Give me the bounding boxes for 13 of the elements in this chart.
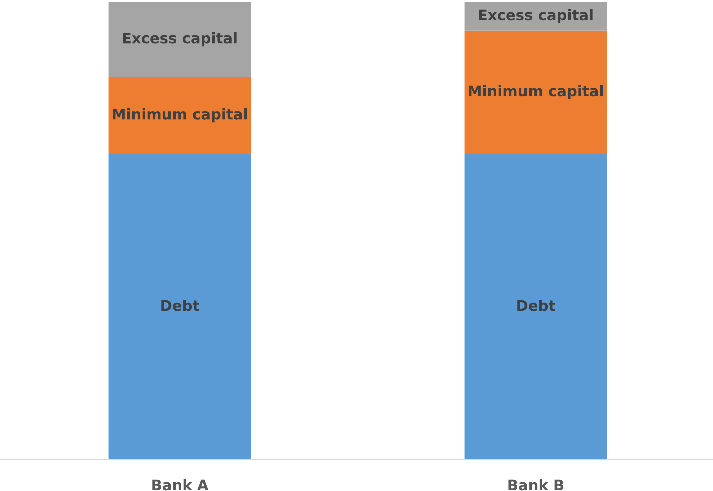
x-tick-label: Bank A bbox=[152, 479, 209, 491]
x-tick-label: Bank B bbox=[508, 479, 564, 491]
bar bbox=[464, 154, 608, 460]
series-label: Minimum capital bbox=[113, 108, 248, 123]
bar bbox=[464, 30, 608, 154]
text: Minimum capital bbox=[469, 85, 604, 100]
bar bbox=[108, 154, 252, 460]
series-label: Excess capital bbox=[479, 9, 593, 24]
series-label: Debt bbox=[162, 300, 200, 312]
bar bbox=[108, 2, 252, 78]
bar bbox=[108, 77, 252, 154]
text: Debt bbox=[518, 300, 556, 312]
text: Excess capital bbox=[123, 32, 237, 47]
